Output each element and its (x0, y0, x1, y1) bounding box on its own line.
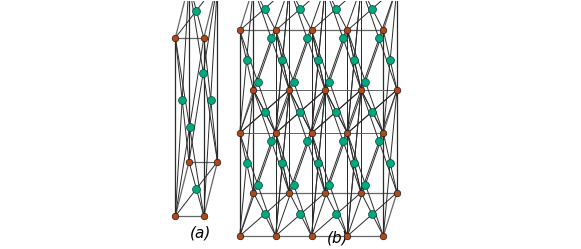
Point (332, 110, 341, 114)
Point (235, 234, 245, 238)
Point (332, 212, 341, 216)
Point (199, 214, 209, 218)
Point (325, 183, 334, 187)
Point (343, 28, 352, 32)
Point (356, 190, 365, 194)
Point (178, 98, 187, 102)
Point (356, 88, 365, 92)
Point (296, 110, 305, 114)
Point (374, 36, 383, 40)
Point (296, 212, 305, 216)
Point (361, 80, 370, 84)
Point (379, 131, 388, 135)
Point (271, 28, 280, 32)
Point (171, 36, 180, 40)
Point (206, 98, 216, 102)
Point (332, 7, 341, 11)
Point (199, 36, 209, 40)
Point (267, 36, 276, 40)
Point (192, 9, 201, 13)
Point (325, 80, 334, 84)
Point (249, 88, 258, 92)
Point (171, 214, 180, 218)
Point (260, 212, 269, 216)
Point (368, 110, 377, 114)
Point (289, 80, 298, 84)
Point (392, 88, 401, 92)
Point (343, 234, 352, 238)
Point (374, 139, 383, 143)
Point (253, 183, 263, 187)
Point (350, 161, 359, 165)
Point (260, 7, 269, 11)
Point (303, 139, 312, 143)
Point (343, 131, 352, 135)
Point (278, 58, 287, 62)
Point (303, 36, 312, 40)
Point (307, 28, 316, 32)
Point (235, 131, 245, 135)
Point (379, 28, 388, 32)
Point (285, 88, 294, 92)
Point (185, 125, 194, 129)
Text: (b): (b) (327, 231, 349, 246)
Point (296, 7, 305, 11)
Point (278, 161, 287, 165)
Point (386, 58, 395, 62)
Point (289, 183, 298, 187)
Point (314, 161, 323, 165)
Point (361, 183, 370, 187)
Point (321, 190, 330, 194)
Text: (a): (a) (189, 226, 211, 241)
Point (285, 190, 294, 194)
Point (321, 88, 330, 92)
Point (199, 70, 208, 74)
Point (235, 28, 245, 32)
Point (184, 160, 193, 164)
Point (271, 131, 280, 135)
Point (386, 161, 395, 165)
Point (350, 58, 359, 62)
Point (307, 131, 316, 135)
Point (253, 80, 263, 84)
Point (307, 234, 316, 238)
Point (379, 234, 388, 238)
Point (249, 190, 258, 194)
Point (339, 36, 348, 40)
Point (267, 139, 276, 143)
Point (314, 58, 323, 62)
Point (242, 58, 251, 62)
Point (339, 139, 348, 143)
Point (192, 187, 201, 191)
Point (368, 212, 377, 216)
Point (213, 160, 222, 164)
Point (392, 190, 401, 194)
Point (242, 161, 251, 165)
Point (368, 7, 377, 11)
Point (271, 234, 280, 238)
Point (260, 110, 269, 114)
